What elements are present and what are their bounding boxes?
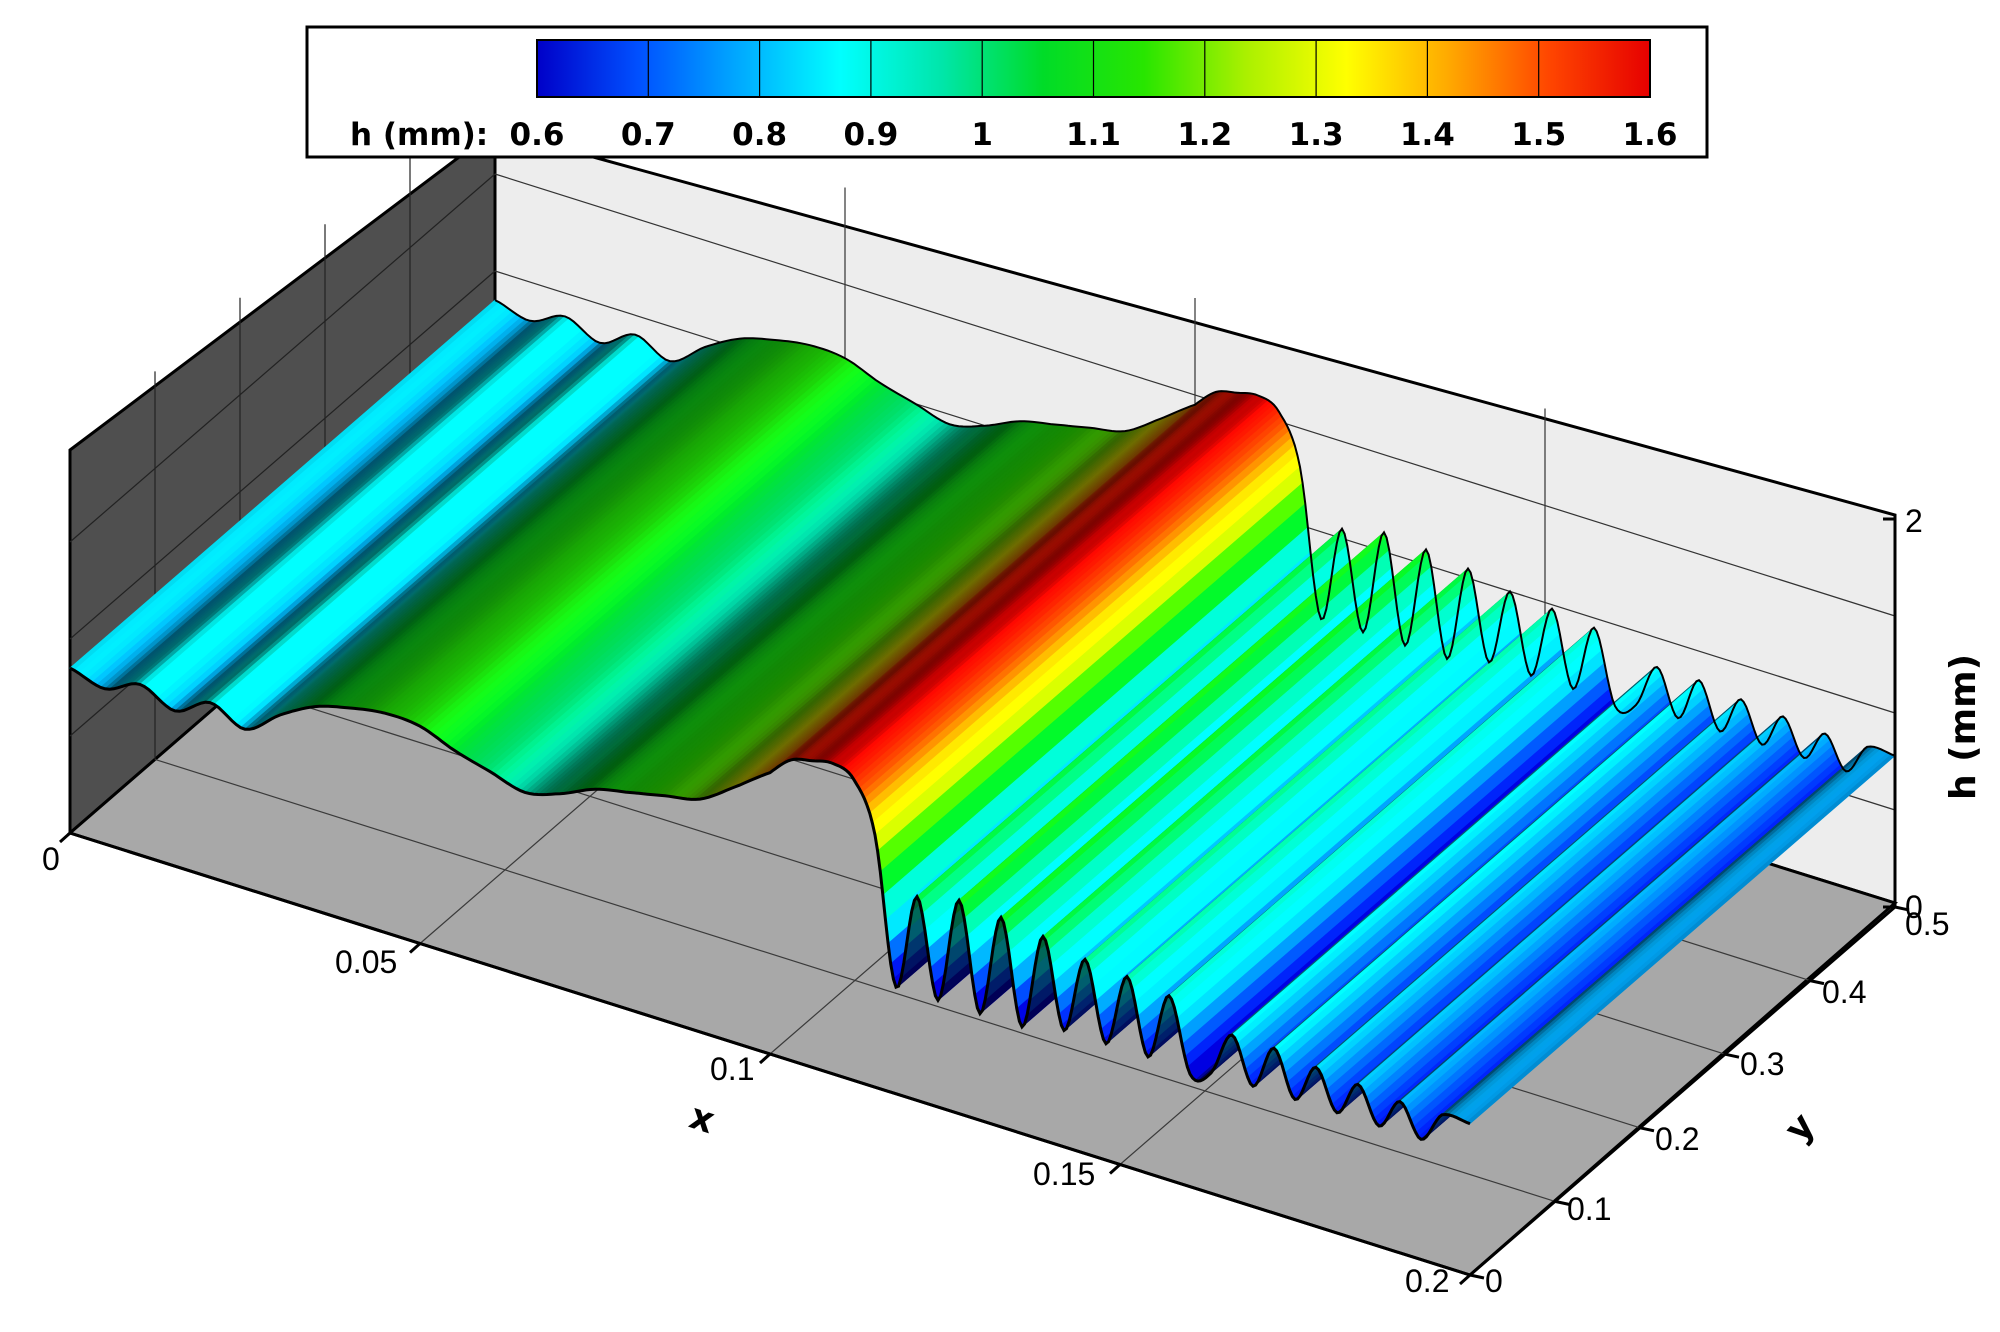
x-axis-title: x xyxy=(685,1096,720,1142)
colorbar-legend: h (mm): 0.6 0.7 0.8 0.9 1 1.1 1.2 1.3 1.4 1.5 1.6 xyxy=(305,25,1709,159)
axis-tick xyxy=(1894,905,1910,912)
x-tick-label: 0.1 xyxy=(710,1051,754,1087)
y-tick-label: 0.2 xyxy=(1655,1121,1699,1157)
y-axis-title: y xyxy=(1777,1105,1823,1150)
colorbar-tick-label: 0.7 xyxy=(621,117,676,153)
colorbar-tick-label: 0.6 xyxy=(510,117,565,153)
x-tick-label: 0.15 xyxy=(1033,1156,1095,1192)
x-tick-label: 0 xyxy=(42,841,60,877)
axis-tick xyxy=(1108,1163,1122,1175)
axis-tick xyxy=(1639,1126,1655,1133)
colorbar-tick-label: 1.4 xyxy=(1400,117,1455,153)
colorbar-tick-label: 0.8 xyxy=(732,117,787,153)
colorbar-dividers xyxy=(647,40,1540,97)
colorbar-tick-label: 1.5 xyxy=(1511,117,1566,153)
colorbar-tick-label: 1.3 xyxy=(1289,117,1344,153)
film-thickness-surface xyxy=(69,299,1896,1141)
axis-tick xyxy=(58,831,72,844)
axis-tick xyxy=(1809,979,1825,986)
y-tick-label: 0.3 xyxy=(1740,1046,1784,1082)
x-tick-label: 0.05 xyxy=(335,944,397,980)
grid-line xyxy=(494,173,1896,617)
grid-line xyxy=(69,173,496,543)
axis-tick xyxy=(1458,1273,1472,1286)
colorbar-title: h (mm): xyxy=(350,117,488,153)
grid-line xyxy=(154,758,1556,1202)
axis-tick xyxy=(1469,1273,1485,1280)
colorbar-tick-label: 0.9 xyxy=(843,117,898,153)
y-tick-label: 0.5 xyxy=(1905,906,1949,942)
z-axis-title: h (mm) xyxy=(1943,654,1984,800)
axis-tick xyxy=(758,1052,772,1065)
grid-line xyxy=(69,270,496,640)
surface-back-edge xyxy=(494,299,1896,773)
colorbar-tick-label: 1.6 xyxy=(1623,117,1678,153)
axis-tick xyxy=(1724,1052,1740,1059)
z-tick-label: 0 xyxy=(1905,889,1923,925)
surface-front-edge xyxy=(69,666,1471,1141)
x-tick-label: 0.2 xyxy=(1405,1263,1449,1299)
axis-tick xyxy=(1469,905,1896,1277)
colorbar-tick-label: 1.2 xyxy=(1177,117,1232,153)
y-tick-label: 0.4 xyxy=(1822,974,1866,1010)
z-tick-label: 2 xyxy=(1905,503,1923,539)
axes: 0 0.05 0.1 0.15 0.2 x 0 0.1 0.2 0.3 0.4 … xyxy=(42,503,1984,1299)
colorbar-tick-labels: 0.6 0.7 0.8 0.9 1 1.1 1.2 1.3 1.4 1.5 1.6 xyxy=(510,117,1678,153)
colorbar-tick-label: 1.1 xyxy=(1066,117,1121,153)
y-tick-label: 0 xyxy=(1485,1263,1503,1299)
axis-tick xyxy=(1554,1199,1570,1206)
y-tick-label: 0.1 xyxy=(1567,1191,1611,1227)
axis-tick xyxy=(408,942,422,954)
colorbar-tick-label: 1 xyxy=(971,117,993,153)
